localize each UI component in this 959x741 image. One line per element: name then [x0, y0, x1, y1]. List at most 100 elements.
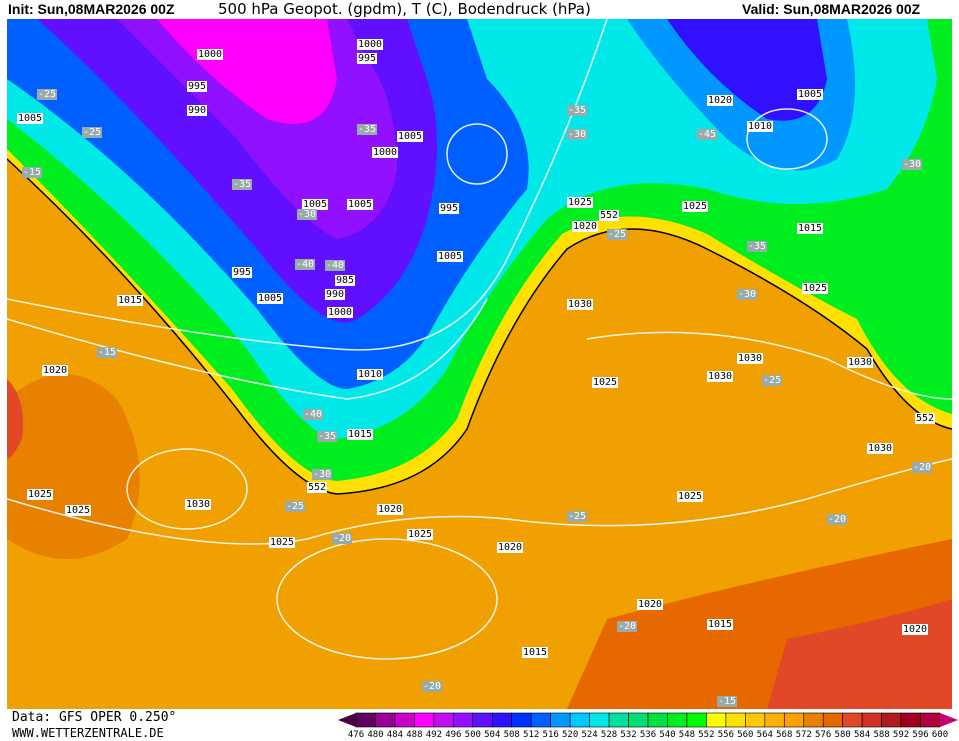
scale-tick-label: 528 — [600, 730, 618, 740]
pressure-label: 1015 — [797, 223, 824, 234]
pressure-label: 1005 — [437, 251, 464, 262]
pressure-label: 1025 — [27, 489, 54, 500]
pressure-label: 1020 — [497, 542, 524, 553]
scale-tick-label: 576 — [815, 730, 832, 740]
website: WWW.WETTERZENTRALE.DE — [12, 726, 164, 740]
scale-tick-label: 504 — [484, 730, 501, 740]
pressure-label: 1025 — [65, 505, 92, 516]
scale-swatch — [628, 712, 649, 728]
temperature-label: -25 — [37, 89, 58, 100]
pressure-label: 995 — [232, 267, 253, 278]
scale-tick-label: 568 — [776, 730, 793, 740]
pressure-label: 1025 — [682, 201, 709, 212]
scale-tick-label: 476 — [347, 730, 365, 740]
temperature-label: -20 — [827, 514, 848, 525]
scale-swatch — [783, 712, 805, 728]
pressure-label: 1005 — [257, 293, 284, 304]
pressure-label: 1020 — [42, 365, 69, 376]
scale-swatch — [491, 712, 513, 728]
scale-tick-label: 588 — [873, 730, 890, 740]
scale-swatch — [394, 712, 415, 728]
scale-tick-label: 516 — [542, 730, 559, 740]
scale-max-arrow — [940, 713, 958, 727]
scale-tick-label: 584 — [853, 730, 871, 740]
pressure-label: 1020 — [377, 504, 404, 515]
scale-swatch — [920, 712, 941, 728]
map-title: 500 hPa Geopot. (gpdm), T (C), Bodendruc… — [218, 0, 591, 18]
scale-tick-label: 520 — [561, 730, 579, 740]
pressure-label: 1000 — [372, 147, 399, 158]
temperature-label: -25 — [82, 127, 103, 138]
temperature-label: -40 — [325, 260, 346, 271]
scale-swatch — [861, 712, 882, 728]
temperature-label: -20 — [422, 681, 443, 692]
pressure-label: 1020 — [902, 624, 929, 635]
color-scale — [338, 712, 958, 728]
pressure-label: 1005 — [17, 113, 44, 124]
pressure-label: 990 — [187, 105, 208, 116]
temperature-label: -15 — [97, 347, 118, 358]
scale-tick-label: 552 — [698, 730, 715, 740]
scale-swatch — [550, 712, 571, 728]
scale-tick-label: 564 — [756, 730, 773, 740]
temperature-label: -25 — [607, 229, 628, 240]
temperature-label: -20 — [617, 621, 638, 632]
pressure-label: 995 — [439, 203, 460, 214]
scale-swatch — [589, 712, 610, 728]
scale-swatch — [511, 712, 532, 728]
temperature-label: -30 — [737, 289, 758, 300]
scale-tick-label: 580 — [834, 730, 851, 740]
pressure-label: 1005 — [397, 131, 424, 142]
temperature-label: -30 — [297, 209, 318, 220]
pressure-label: 1025 — [592, 377, 619, 388]
scale-swatch — [842, 712, 863, 728]
temperature-label: -25 — [285, 501, 306, 512]
valid-time: Valid: Sun,08MAR2026 00Z — [742, 1, 921, 17]
pressure-label: 1020 — [572, 221, 599, 232]
scale-tick-label: 536 — [639, 730, 657, 740]
pressure-label: 1030 — [847, 357, 874, 368]
scale-tick-label: 572 — [795, 730, 812, 740]
scale-swatch — [530, 712, 551, 728]
scale-swatch — [414, 712, 435, 728]
pressure-label: 1000 — [327, 307, 354, 318]
temperature-label: -30 — [567, 129, 588, 140]
scale-swatch — [803, 712, 824, 728]
pressure-label: 990 — [325, 289, 346, 300]
field-shading — [7, 19, 952, 709]
scale-swatch — [764, 712, 785, 728]
weather-map: 1000 995 990 1005 1000 995 1005 1000 1005 1005 995… — [7, 19, 952, 709]
scale-swatch — [881, 712, 902, 728]
pressure-label: 1025 — [567, 197, 594, 208]
pressure-label: 1025 — [802, 283, 829, 294]
scale-swatch — [725, 712, 746, 728]
temperature-label: -30 — [902, 159, 923, 170]
temperature-label: -40 — [295, 259, 316, 270]
scale-tick-label: 496 — [445, 730, 462, 740]
pressure-label: 1005 — [797, 89, 824, 100]
scale-tick-label: 492 — [425, 730, 442, 740]
scale-tick-label: 512 — [523, 730, 540, 740]
temperature-label: -45 — [697, 129, 718, 140]
scale-swatch — [667, 712, 688, 728]
pressure-label: 1010 — [747, 121, 774, 132]
scale-swatch — [355, 712, 376, 728]
scale-tick-label: 592 — [892, 730, 910, 740]
pressure-label: 1030 — [707, 371, 734, 382]
scale-tick-label: 548 — [678, 730, 696, 740]
scale-swatch — [375, 712, 396, 728]
height-label: 552 — [599, 210, 620, 221]
scale-tick-label: 484 — [386, 730, 404, 740]
pressure-label: 1015 — [117, 295, 144, 306]
scale-swatch — [745, 712, 766, 728]
pressure-label: 1020 — [707, 95, 734, 106]
height-label: 552 — [915, 413, 936, 424]
init-time: Init: Sun,08MAR2026 00Z — [8, 1, 175, 17]
pressure-label: 1015 — [347, 429, 374, 440]
temperature-label: -35 — [747, 241, 768, 252]
scale-tick-label: 508 — [503, 730, 520, 740]
scale-swatch — [647, 712, 668, 728]
pressure-label: 1025 — [407, 529, 434, 540]
pressure-label: 1010 — [357, 369, 384, 380]
scale-swatch — [900, 712, 921, 728]
